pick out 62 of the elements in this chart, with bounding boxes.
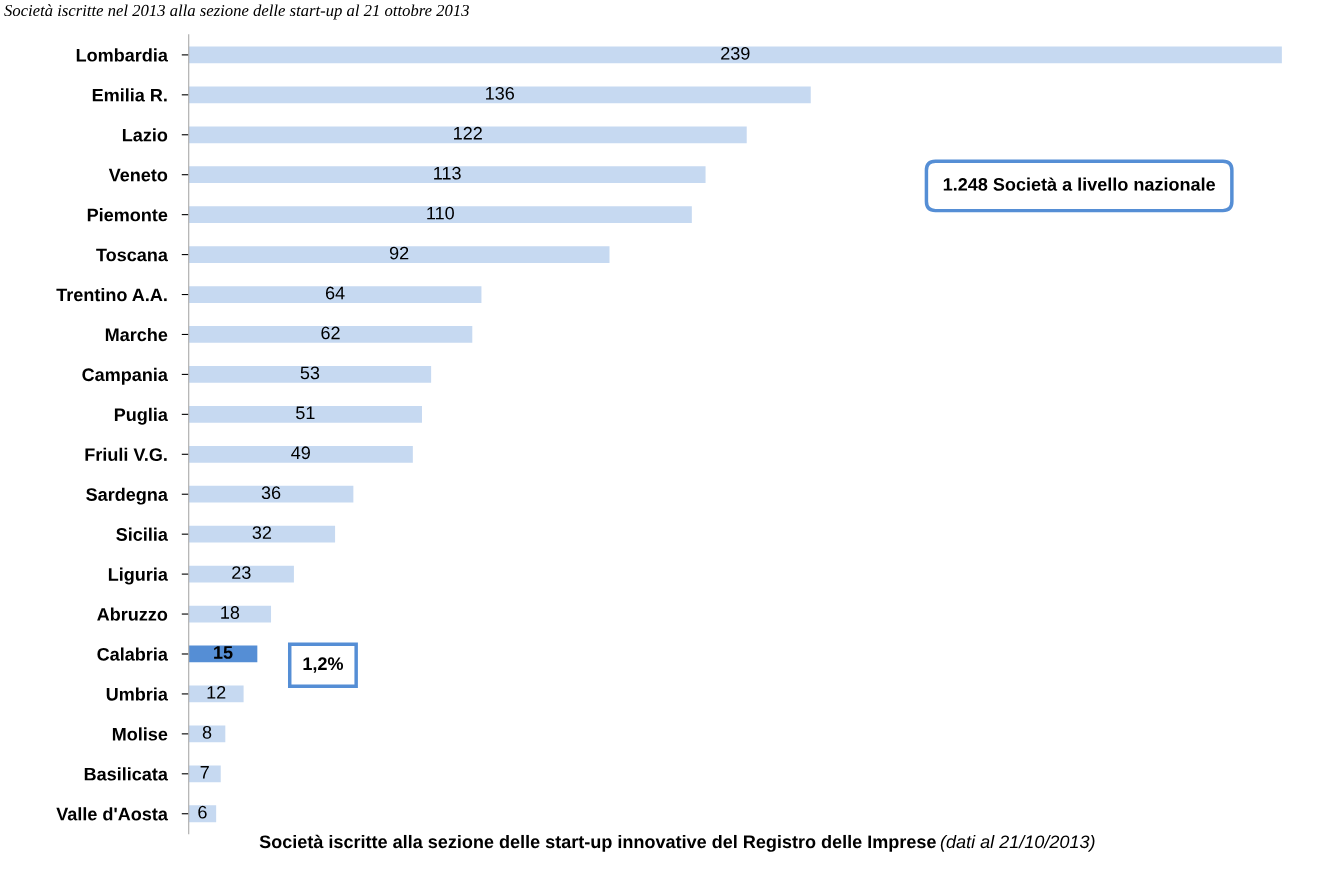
data-label: 23 bbox=[232, 566, 251, 579]
y-tick-label: Liguria bbox=[108, 567, 168, 585]
data-label: 92 bbox=[389, 246, 409, 260]
y-tick-label: Toscana bbox=[96, 248, 169, 262]
bar bbox=[188, 485, 354, 503]
bar bbox=[188, 246, 610, 263]
bar bbox=[188, 445, 413, 463]
data-label: 18 bbox=[221, 606, 240, 619]
data-label: 8 bbox=[202, 725, 212, 739]
bar bbox=[188, 286, 482, 303]
y-tick-label: Emilia R. bbox=[92, 88, 167, 102]
y-tick-label: Molise bbox=[112, 727, 168, 741]
bar bbox=[188, 525, 336, 543]
bar bbox=[188, 206, 692, 224]
data-label: 15 bbox=[214, 646, 233, 659]
y-tick-label: Calabria bbox=[97, 647, 168, 661]
data-label: 64 bbox=[325, 286, 345, 300]
data-label: 62 bbox=[321, 326, 340, 340]
text: (dati al 21/10/2013) bbox=[940, 834, 1095, 852]
annotation: 1,2% bbox=[303, 657, 344, 673]
text: Società iscritte alla sezione delle start-up innovative del Registro delle Imprese bbox=[259, 834, 936, 852]
y-tick-label: Puglia bbox=[114, 407, 168, 425]
bar bbox=[188, 565, 294, 583]
data-label: 7 bbox=[200, 766, 209, 779]
bar bbox=[188, 326, 473, 343]
chart-title: Società iscritte nel 2013 alla sezione delle start-up al 21 ottobre 2013 bbox=[4, 4, 469, 20]
y-tick-label: Piemonte bbox=[87, 208, 168, 222]
data-label: 110 bbox=[427, 206, 454, 220]
y-tick-label: Sardegna bbox=[86, 487, 168, 505]
y-tick-label: Abruzzo bbox=[97, 607, 168, 621]
data-label: 49 bbox=[291, 446, 310, 460]
bar bbox=[188, 765, 221, 783]
data-label: 32 bbox=[252, 526, 272, 540]
y-tick-label: Veneto bbox=[108, 168, 168, 182]
y-tick-label: Sicilia bbox=[116, 527, 168, 541]
y-tick-label: Lazio bbox=[122, 128, 168, 142]
y-tick-label: Basilicata bbox=[84, 767, 169, 781]
y-tick-label: Valle d'Aosta bbox=[56, 807, 169, 821]
data-label: 113 bbox=[434, 166, 461, 180]
data-label: 136 bbox=[486, 86, 515, 100]
bar bbox=[188, 126, 747, 144]
y-tick-label: Campania bbox=[82, 367, 168, 385]
bar bbox=[188, 725, 226, 743]
bar bbox=[188, 405, 422, 423]
bar bbox=[188, 166, 706, 184]
y-tick-label: Friuli V.G. bbox=[85, 447, 167, 462]
annotation: 1.248 Società a livello nazionale bbox=[943, 177, 1216, 191]
y-tick-label: Marche bbox=[105, 327, 168, 342]
data-label: 6 bbox=[198, 805, 207, 819]
bar bbox=[188, 86, 811, 104]
data-label: 239 bbox=[721, 46, 750, 60]
bar bbox=[188, 805, 217, 823]
data-label: 12 bbox=[207, 685, 226, 699]
y-tick-label: Umbria bbox=[106, 687, 168, 701]
bar bbox=[188, 366, 432, 383]
data-label: 36 bbox=[261, 486, 281, 500]
y-tick-label: Lombardia bbox=[76, 48, 168, 62]
data-label: 53 bbox=[300, 366, 320, 380]
data-label: 51 bbox=[296, 406, 315, 420]
bar bbox=[188, 46, 1282, 64]
data-label: 122 bbox=[454, 126, 482, 140]
y-tick-label: Trentino A.A. bbox=[56, 287, 167, 302]
